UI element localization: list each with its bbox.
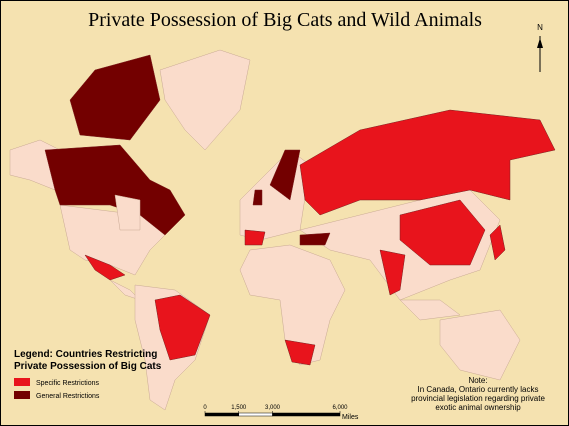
scale-label: 0 bbox=[203, 405, 207, 411]
note-line: Note: bbox=[468, 376, 487, 385]
scale-segment bbox=[272, 412, 341, 417]
scale-unit: Miles bbox=[342, 414, 359, 421]
scale-label: 1,500 bbox=[231, 405, 247, 411]
north-arrow: N bbox=[537, 23, 543, 72]
note-line: In Canada, Ontario currently lacks bbox=[418, 385, 539, 394]
legend-title: Private Possession of Big Cats bbox=[14, 361, 162, 372]
legend-swatch bbox=[14, 391, 30, 399]
note-line: provincial legislation regarding private bbox=[411, 394, 545, 403]
scale-label: 6,000 bbox=[332, 405, 348, 411]
note-line: exotic animal ownership bbox=[435, 403, 521, 412]
legend: Legend: Countries Restricting Private Po… bbox=[14, 349, 162, 400]
north-label: N bbox=[537, 23, 543, 32]
note: Note:In Canada, Ontario currently lacksp… bbox=[411, 376, 545, 412]
scale-segment bbox=[238, 412, 273, 417]
legend-label: General Restrictions bbox=[36, 393, 100, 400]
legend-label: Specific Restrictions bbox=[36, 380, 100, 387]
land bbox=[9, 49, 556, 411]
scale-bar: 0 1,500 3,000 6,000 Miles bbox=[203, 405, 359, 421]
map-title: Private Possession of Big Cats and Wild … bbox=[88, 9, 482, 31]
scale-label: 3,000 bbox=[265, 405, 281, 411]
legend-swatch bbox=[14, 378, 30, 386]
scale-segment bbox=[204, 412, 239, 417]
legend-title: Legend: Countries Restricting bbox=[14, 349, 157, 360]
